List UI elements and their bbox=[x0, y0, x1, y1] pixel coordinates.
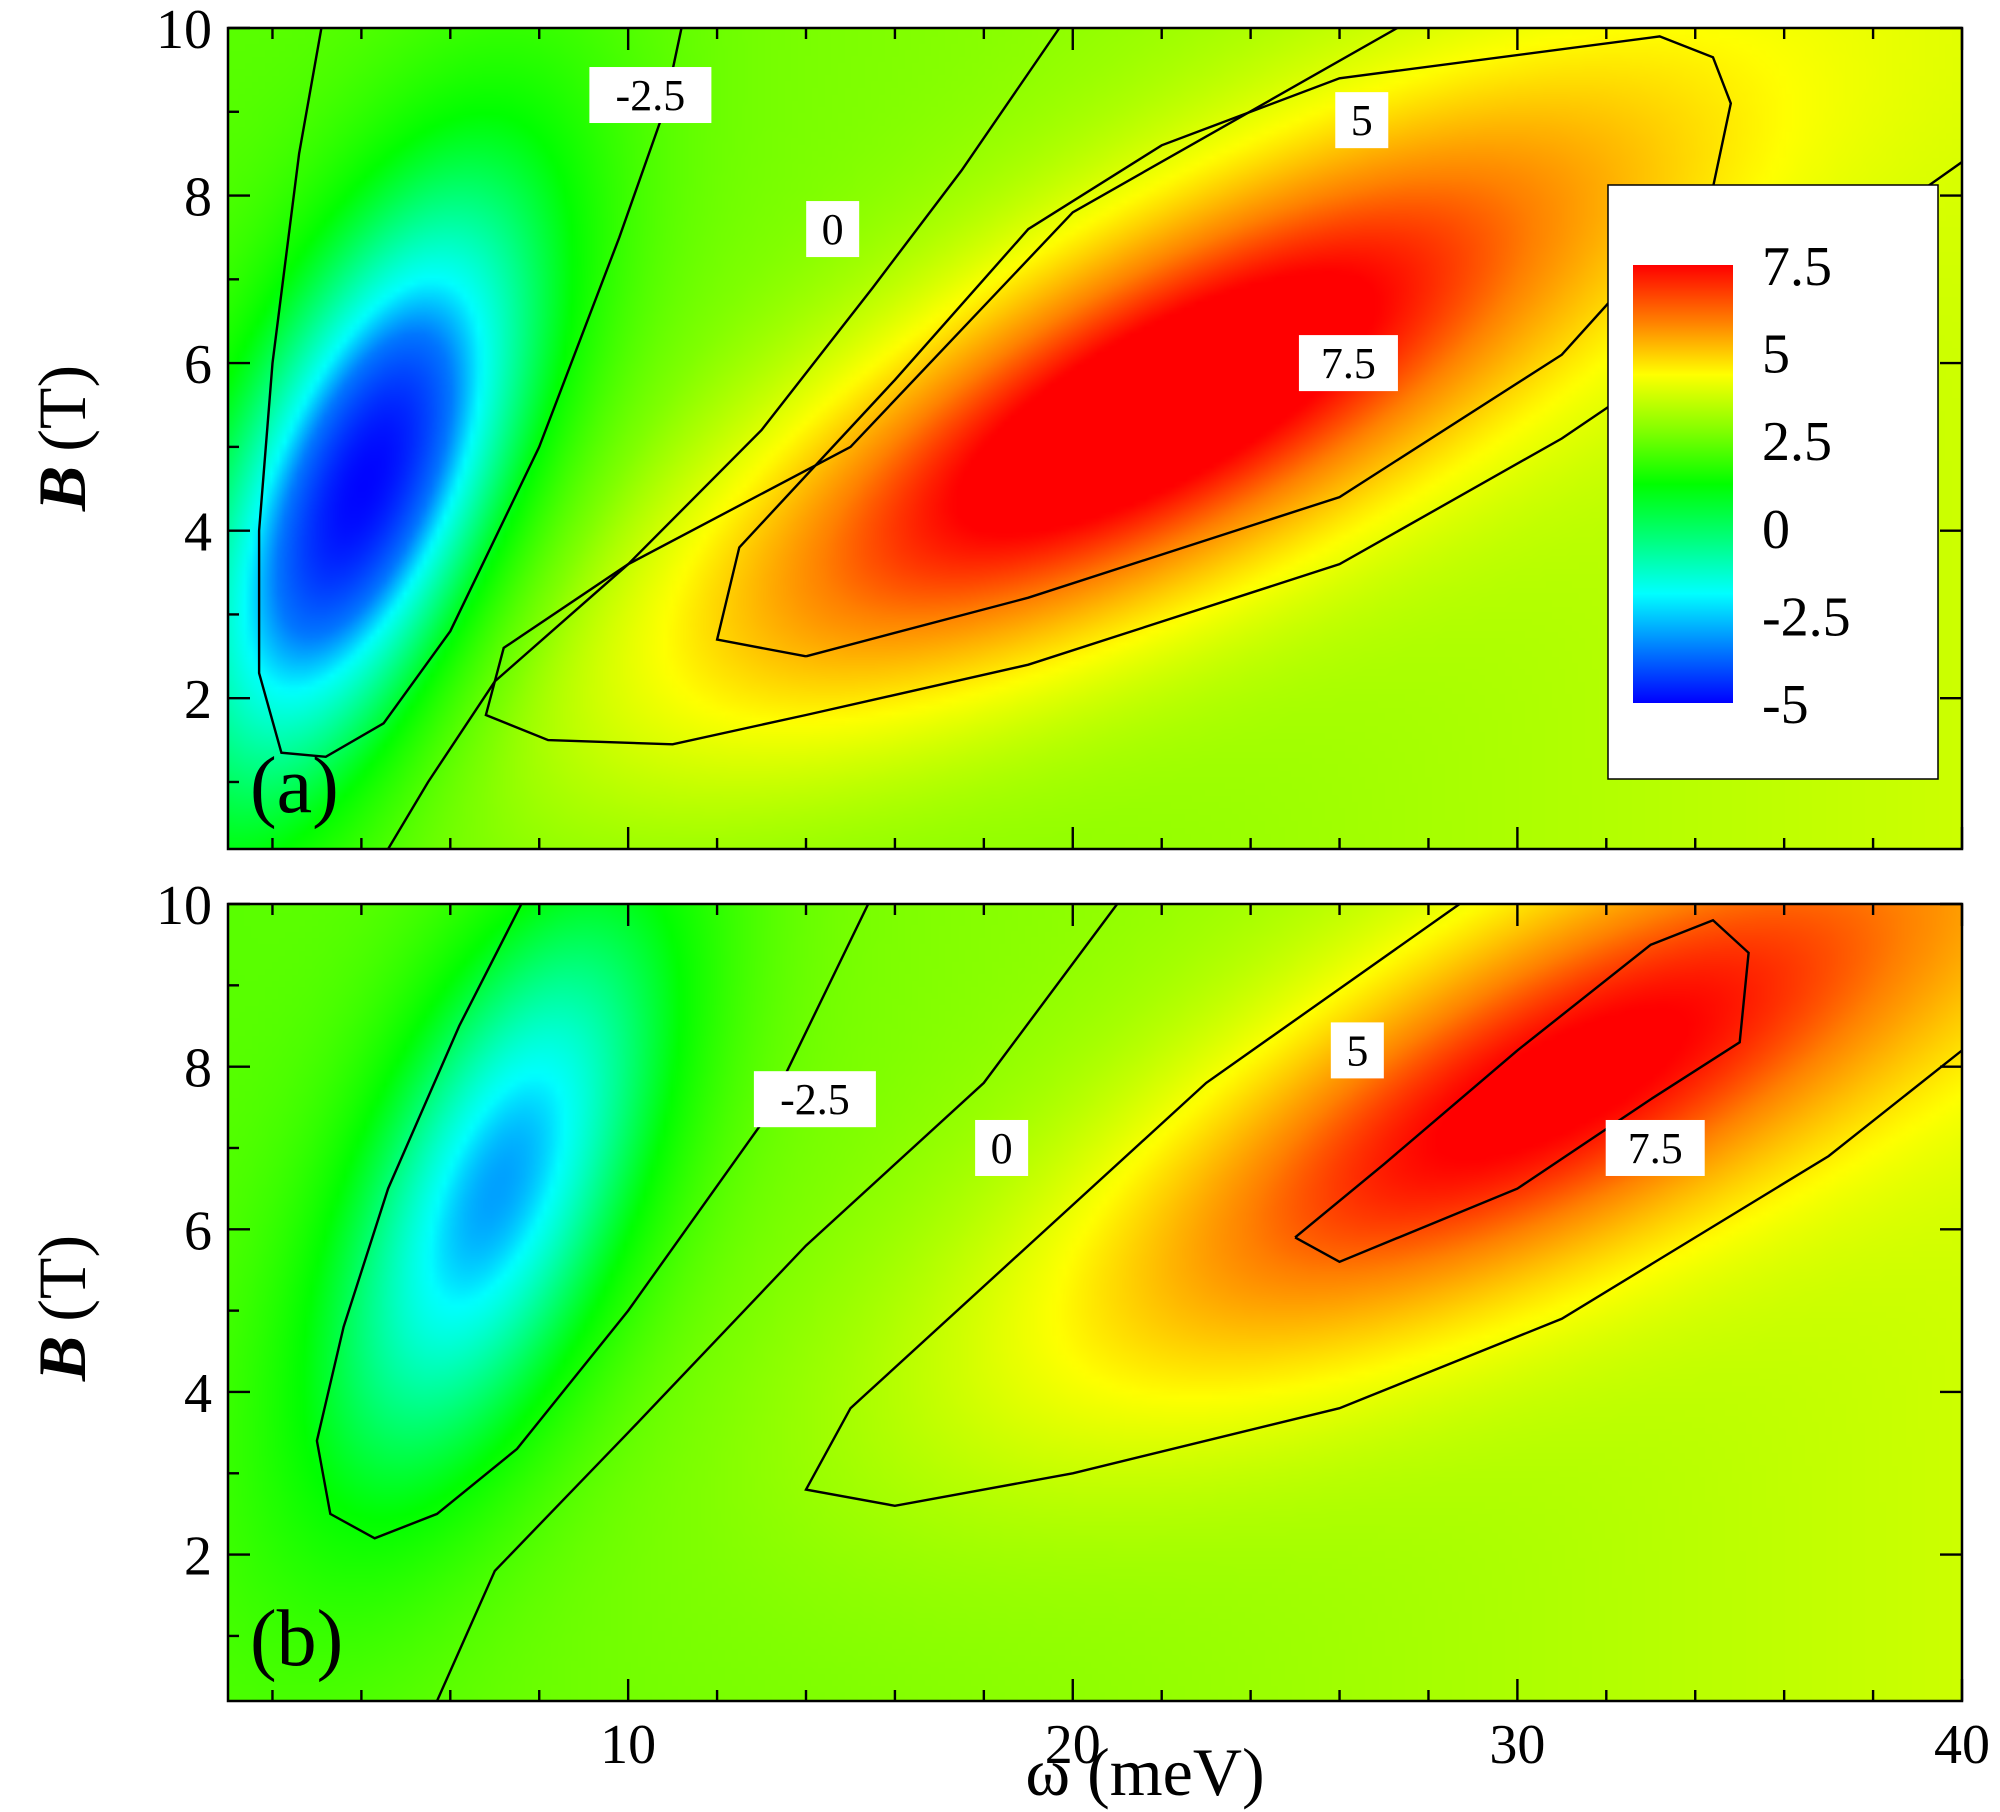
colorbar-tick-label: 0 bbox=[1762, 499, 1790, 561]
colorbar-legend: 7.5 5 2.5 0 -2.5 -5 bbox=[1607, 184, 1939, 780]
panel-label-b: (b) bbox=[250, 1595, 343, 1683]
contour-label: 5 bbox=[1346, 1026, 1368, 1075]
y-tick-label: 6 bbox=[184, 1200, 212, 1262]
contour-label-box bbox=[1298, 335, 1398, 392]
y-tick-label: 2 bbox=[184, 1526, 212, 1588]
contour-label: 5 bbox=[1351, 96, 1373, 145]
contour-label-box bbox=[1330, 1022, 1384, 1079]
contour-line-b-1 bbox=[435, 904, 1119, 1701]
frame-a bbox=[226, 26, 1964, 851]
contour-label-box bbox=[806, 201, 860, 258]
contour-line-b-3 bbox=[1294, 918, 1750, 1264]
colorbar-tick-label: 2.5 bbox=[1762, 411, 1832, 473]
contour-label-box bbox=[1335, 92, 1389, 149]
y-axis-label-a-var: B bbox=[24, 466, 100, 512]
contour-label: -2.5 bbox=[780, 1075, 850, 1124]
contour-line-b-0 bbox=[315, 904, 870, 1540]
contour-label: -2.5 bbox=[616, 71, 686, 120]
colorbar-tick-label: 5 bbox=[1762, 324, 1790, 386]
frame-b bbox=[226, 902, 1964, 1703]
panel-a: -2.5 0 5 7.5 2 4 6 8 10 (a) B (T) 7.5 5 2.5 0 -2.5 -5 bbox=[24, 0, 1964, 851]
x-axis-label: ω (meV) bbox=[1025, 1734, 1264, 1810]
y-tick-label: 8 bbox=[184, 167, 212, 229]
y-axis-label-a-unit: (T) bbox=[24, 365, 100, 452]
contours-a: -2.5 0 5 7.5 bbox=[257, 28, 1962, 849]
ticks-b: 2 4 6 8 10 10 20 30 40 bbox=[156, 875, 1990, 1776]
contour-line-a-0 bbox=[257, 28, 683, 759]
y-tick-label: 4 bbox=[184, 1363, 212, 1425]
y-tick-label: 6 bbox=[184, 334, 212, 396]
y-axis-label-b-var: B bbox=[24, 1336, 100, 1382]
x-tick-label: 40 bbox=[1934, 1714, 1990, 1776]
contour-label: 0 bbox=[991, 1124, 1013, 1173]
y-tick-label: 4 bbox=[184, 502, 212, 564]
contour-line-a-1 bbox=[387, 28, 1061, 849]
colorbar-gradient bbox=[1633, 265, 1733, 703]
colorbar-tick-label: -5 bbox=[1762, 674, 1809, 736]
contour-label-box bbox=[1605, 1119, 1705, 1176]
colorbar-tick-label: 7.5 bbox=[1762, 236, 1832, 298]
y-tick-label: 10 bbox=[156, 0, 212, 61]
y-axis-label-a: B (T) bbox=[24, 365, 100, 512]
x-tick-label: 10 bbox=[600, 1714, 656, 1776]
y-axis-label-b-unit: (T) bbox=[24, 1235, 100, 1322]
contour-label-box bbox=[589, 67, 712, 124]
contour-label: 7.5 bbox=[1321, 339, 1376, 388]
contour-label-box bbox=[753, 1071, 876, 1128]
contour-label: 7.5 bbox=[1628, 1124, 1683, 1173]
contour-label: 0 bbox=[822, 205, 844, 254]
y-tick-label: 10 bbox=[156, 875, 212, 937]
colorbar-tick-label: -2.5 bbox=[1762, 586, 1851, 648]
y-tick-label: 2 bbox=[184, 669, 212, 731]
contour-label-box bbox=[975, 1119, 1029, 1176]
contours-b: -2.5 0 5 7.5 bbox=[315, 904, 1962, 1701]
colorbar-ticks: 7.5 5 2.5 0 -2.5 -5 bbox=[1762, 236, 1851, 736]
y-tick-label: 8 bbox=[184, 1038, 212, 1100]
panel-b: -2.5 0 5 7.5 2 4 6 8 10 10 20 30 40 (b) B (T) ω (meV… bbox=[24, 875, 1990, 1810]
contour-line-a-3 bbox=[715, 35, 1733, 658]
ticks-a: 2 4 6 8 10 bbox=[156, 0, 1964, 849]
contour-line-b-2 bbox=[804, 904, 1962, 1508]
panel-label-a: (a) bbox=[250, 742, 339, 830]
heatmap-b bbox=[228, 904, 1962, 1701]
x-tick-label: 20 bbox=[1045, 1714, 1101, 1776]
x-tick-label: 30 bbox=[1489, 1714, 1545, 1776]
y-axis-label-b: B (T) bbox=[24, 1235, 100, 1382]
